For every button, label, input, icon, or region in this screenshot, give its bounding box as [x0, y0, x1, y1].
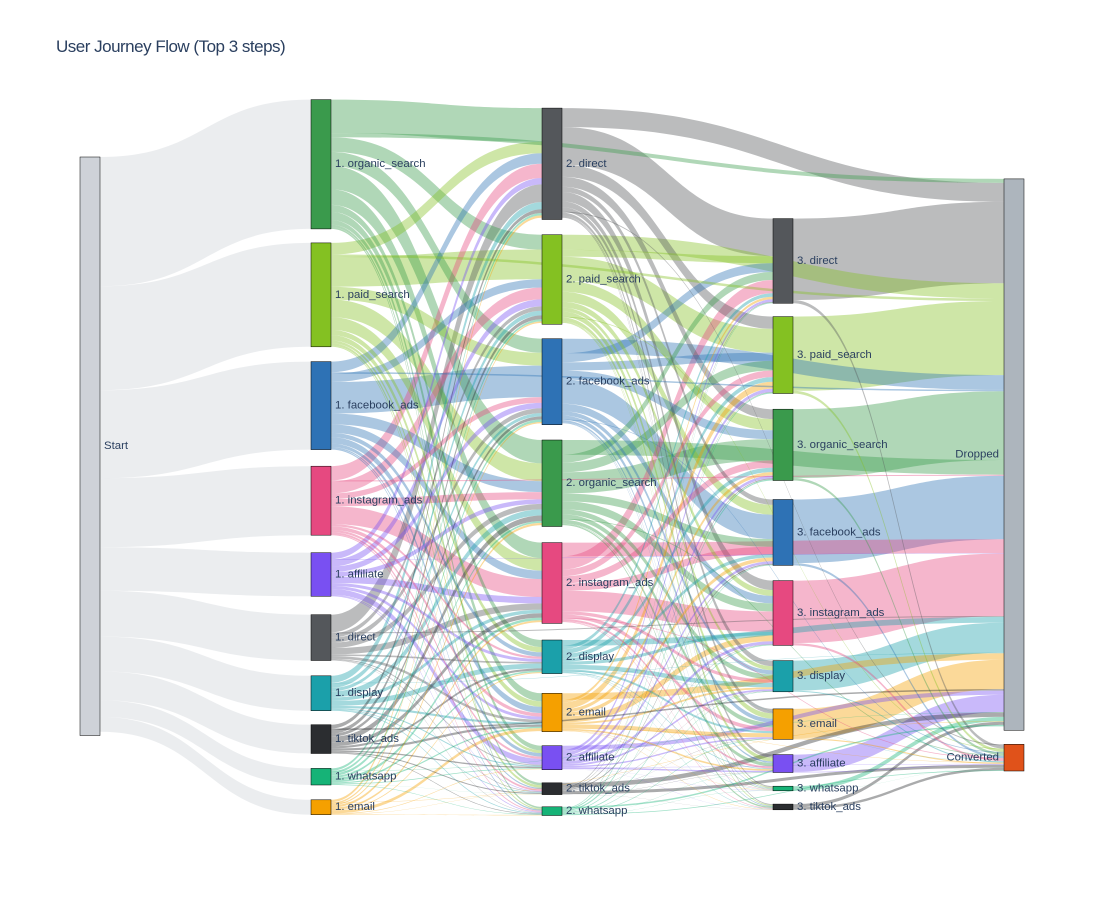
svg-text:1. direct: 1. direct — [335, 632, 376, 644]
svg-text:1. tiktok_ads: 1. tiktok_ads — [335, 733, 399, 745]
svg-text:2. display: 2. display — [566, 651, 614, 663]
svg-text:2. tiktok_ads: 2. tiktok_ads — [566, 783, 630, 795]
svg-text:3. instagram_ads: 3. instagram_ads — [797, 607, 885, 619]
svg-text:Dropped: Dropped — [955, 449, 999, 461]
svg-text:2. instagram_ads: 2. instagram_ads — [566, 577, 654, 589]
svg-text:Converted: Converted — [946, 752, 999, 764]
svg-text:3. whatsapp: 3. whatsapp — [797, 783, 858, 795]
svg-text:1. paid_search: 1. paid_search — [335, 289, 410, 301]
svg-text:User Journey Flow (Top 3 steps: User Journey Flow (Top 3 steps) — [56, 37, 285, 56]
svg-text:2. direct: 2. direct — [566, 158, 607, 170]
svg-text:3. paid_search: 3. paid_search — [797, 349, 872, 361]
svg-text:1. organic_search: 1. organic_search — [335, 158, 426, 170]
svg-text:2. facebook_ads: 2. facebook_ads — [566, 376, 650, 388]
svg-text:2. organic_search: 2. organic_search — [566, 477, 657, 489]
svg-text:1. affiliate: 1. affiliate — [335, 569, 384, 581]
svg-text:1. facebook_ads: 1. facebook_ads — [335, 400, 419, 412]
svg-text:2. paid_search: 2. paid_search — [566, 274, 641, 286]
svg-text:3. email: 3. email — [797, 718, 837, 730]
svg-text:1. display: 1. display — [335, 687, 383, 699]
svg-text:1. email: 1. email — [335, 801, 375, 813]
svg-text:3. display: 3. display — [797, 670, 845, 682]
svg-text:2. whatsapp: 2. whatsapp — [566, 805, 627, 817]
svg-text:3. facebook_ads: 3. facebook_ads — [797, 527, 881, 539]
svg-text:1. whatsapp: 1. whatsapp — [335, 771, 396, 783]
svg-text:2. email: 2. email — [566, 707, 606, 719]
svg-text:1. instagram_ads: 1. instagram_ads — [335, 495, 423, 507]
svg-text:3. affiliate: 3. affiliate — [797, 758, 846, 770]
svg-text:2. affiliate: 2. affiliate — [566, 752, 615, 764]
svg-text:3. tiktok_ads: 3. tiktok_ads — [797, 801, 861, 813]
svg-text:Start: Start — [104, 440, 129, 452]
svg-text:3. direct: 3. direct — [797, 255, 838, 267]
svg-text:3. organic_search: 3. organic_search — [797, 439, 888, 451]
